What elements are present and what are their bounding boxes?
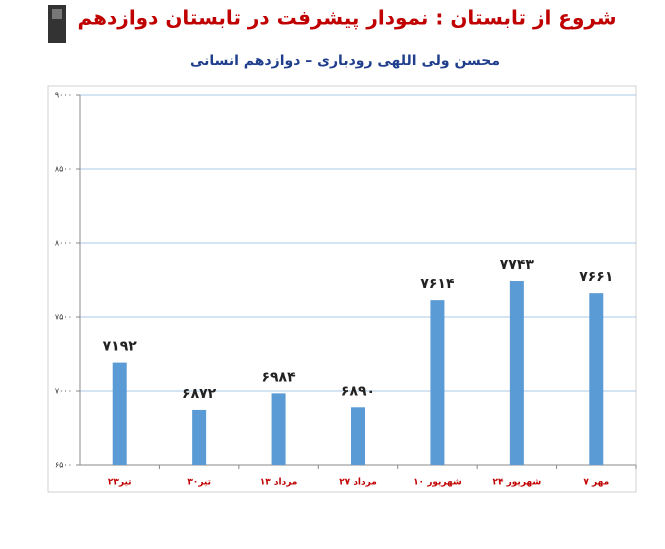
bar bbox=[351, 407, 365, 465]
y-tick-label: ۹۰۰۰ bbox=[55, 91, 72, 100]
value-label: ۶۸۷۲ bbox=[182, 386, 217, 402]
value-label: ۶۹۸۴ bbox=[261, 369, 296, 385]
value-label: ۶۸۹۰ bbox=[341, 383, 375, 399]
bar bbox=[589, 293, 604, 465]
logo-icon-detail bbox=[52, 9, 62, 19]
y-tick-label: ۷۵۰۰ bbox=[55, 313, 72, 322]
x-tick-label: ۱۰ شهریور bbox=[413, 478, 462, 488]
plot-frame bbox=[47, 85, 637, 493]
y-tick-label: ۸۰۰۰ bbox=[55, 239, 72, 248]
x-tick-label: ۲۳تیر bbox=[108, 478, 132, 488]
y-tick-label: ۸۵۰۰ bbox=[55, 165, 72, 174]
bar bbox=[509, 281, 524, 465]
x-tick-label: ۷ مهر bbox=[583, 478, 609, 488]
bar bbox=[192, 409, 207, 465]
chart-subtitle: محسن ولی اللهی رودباری – دوازدهم انسانی bbox=[190, 53, 500, 69]
value-label: ۷۱۹۲ bbox=[103, 339, 138, 355]
x-tick-label: ۱۳ مرداد bbox=[260, 478, 298, 488]
y-tick-label: ۶۵۰۰ bbox=[55, 461, 72, 470]
bar bbox=[271, 393, 286, 465]
bar bbox=[430, 300, 445, 465]
value-label: ۷۷۴۳ bbox=[500, 257, 535, 273]
value-label: ۷۶۱۴ bbox=[420, 276, 455, 292]
value-label: ۷۶۶۱ bbox=[579, 269, 613, 285]
x-tick-label: ۲۷ مرداد bbox=[339, 478, 377, 488]
x-tick-label: ۳۰تیر bbox=[187, 478, 211, 488]
bar bbox=[112, 362, 127, 465]
chart-title: شروع از تابستان : نمودار پیشرفت در تابست… bbox=[77, 6, 616, 31]
y-tick-label: ۷۰۰۰ bbox=[55, 387, 72, 396]
x-tick-label: ۲۴ شهریور bbox=[492, 478, 541, 488]
